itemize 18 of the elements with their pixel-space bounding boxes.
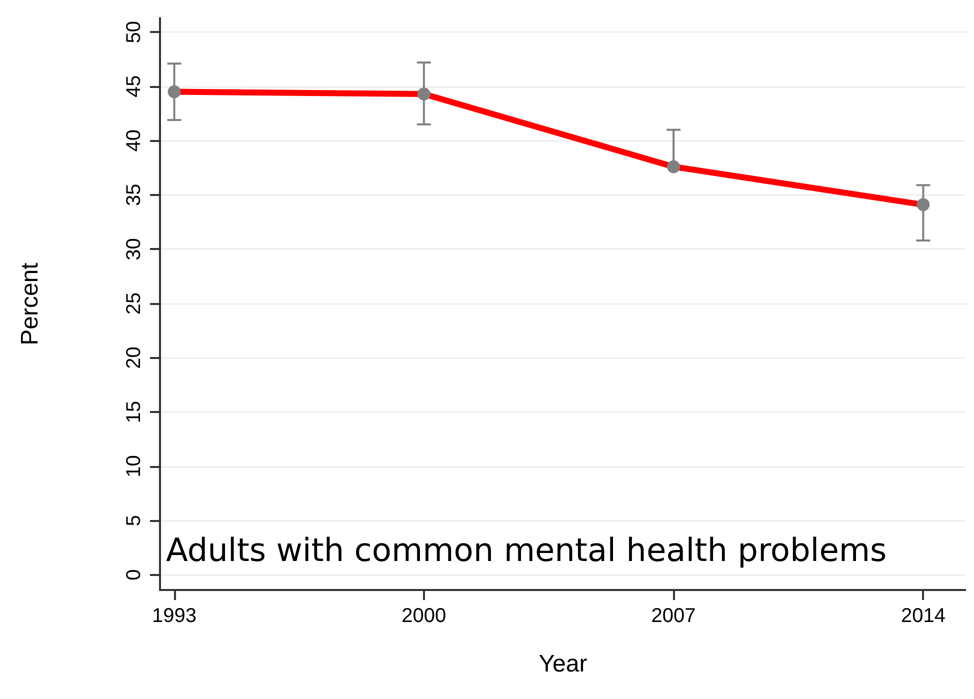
y-tick-label: 30 bbox=[123, 238, 145, 260]
x-axis-title: Year bbox=[538, 650, 588, 678]
y-axis-title: Percent bbox=[16, 262, 44, 346]
x-tick-label: 1993 bbox=[152, 605, 197, 627]
y-tick-label: 20 bbox=[123, 346, 145, 369]
x-tick-label: 2014 bbox=[900, 605, 946, 627]
y-tick-label: 50 bbox=[123, 20, 145, 44]
y-tick-label: 45 bbox=[123, 75, 145, 98]
y-tick-label: 10 bbox=[123, 455, 145, 478]
y-tick-label: 25 bbox=[123, 292, 145, 315]
y-tick-label: 40 bbox=[123, 130, 145, 152]
y-tick-label: 35 bbox=[123, 184, 145, 206]
y-tick-label: 15 bbox=[123, 400, 145, 424]
y-tick-label: 0 bbox=[123, 569, 145, 580]
y-tick-label: 5 bbox=[123, 514, 145, 526]
x-tick-label: 2000 bbox=[402, 605, 446, 627]
annotation: Adults with common mental health problems bbox=[166, 531, 887, 569]
x-tick-label: 2007 bbox=[651, 605, 696, 627]
